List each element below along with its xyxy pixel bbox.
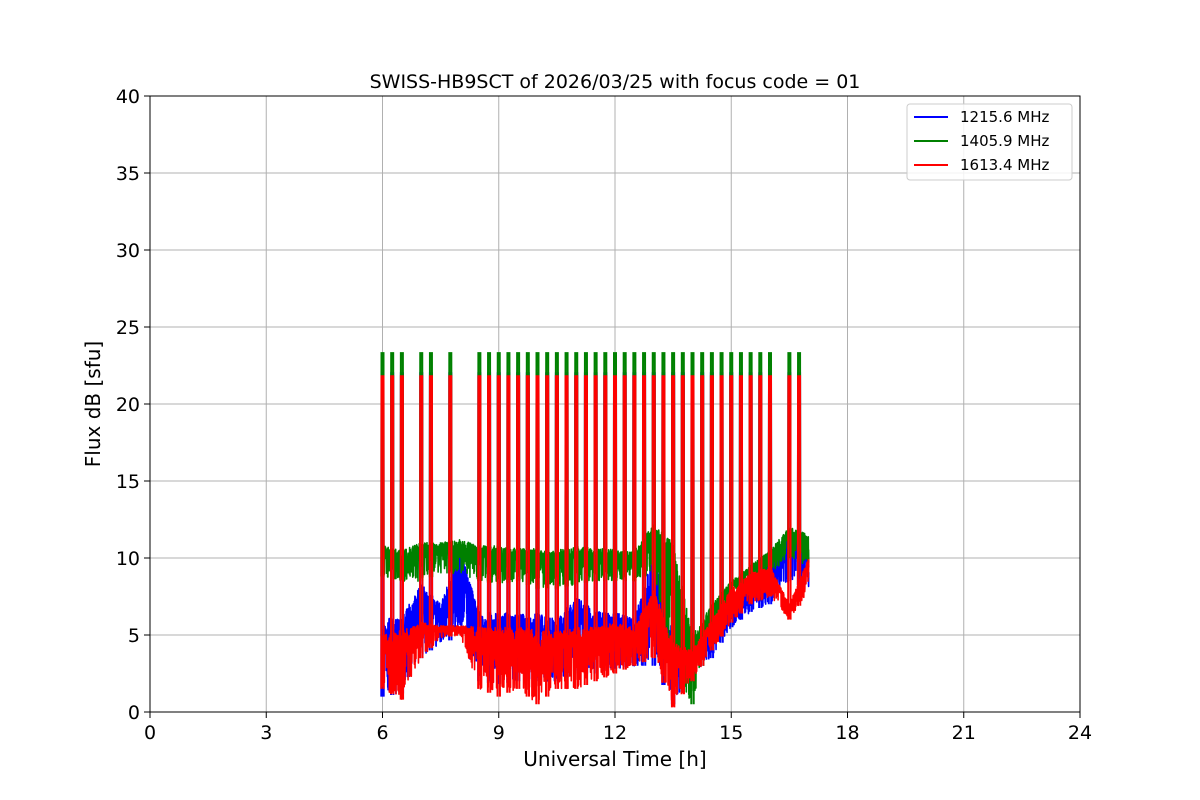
calibration-spike — [544, 375, 550, 697]
y-tick-label: 10 — [116, 548, 140, 570]
calibration-spike — [758, 375, 763, 601]
calibration-spike — [399, 375, 405, 700]
series-line — [381, 524, 810, 699]
calibration-spike — [680, 375, 686, 695]
calibration-spike — [428, 375, 434, 649]
y-tick-label: 15 — [116, 471, 140, 493]
x-tick-label: 6 — [376, 722, 388, 744]
calibration-spike — [535, 375, 540, 705]
calibration-spike — [612, 375, 618, 674]
x-axis-label: Universal Time [h] — [523, 747, 706, 771]
calibration-spike — [738, 375, 744, 614]
x-tick-label: 3 — [260, 722, 272, 744]
y-tick-label: 5 — [128, 625, 140, 647]
calibration-spike — [554, 375, 560, 689]
calibration-spike — [380, 375, 385, 689]
calibration-spike — [699, 375, 705, 666]
calibration-spike — [477, 375, 482, 689]
legend-box — [906, 103, 1073, 181]
calibration-spike — [709, 375, 715, 651]
calibration-spike — [651, 375, 656, 659]
calibration-spike — [690, 375, 695, 682]
y-tick-label: 0 — [128, 702, 140, 724]
calibration-spike — [486, 375, 492, 693]
calibration-spike — [448, 375, 453, 637]
series-line — [381, 558, 810, 707]
calibration-spike — [515, 375, 521, 689]
calibration-spike — [661, 375, 666, 683]
calibration-spike — [632, 375, 637, 666]
calibration-spike — [670, 375, 676, 708]
x-tick-label: 9 — [493, 722, 505, 744]
chart-title: SWISS-HB9SCT of 2026/03/25 with focus co… — [370, 71, 861, 93]
y-axis-label: Flux dB [sfu] — [81, 341, 105, 467]
x-tick-label: 21 — [952, 722, 976, 744]
y-tick-label: 25 — [116, 317, 140, 339]
calibration-spike — [593, 375, 598, 682]
legend-entry-label: 1613.4 MHz — [960, 156, 1049, 174]
calibration-spike — [729, 375, 734, 623]
calibration-spike — [748, 375, 753, 605]
calibration-spike — [506, 375, 511, 693]
calibration-spike — [719, 375, 724, 637]
legend-entry-label: 1215.6 MHz — [960, 108, 1049, 126]
calibration-spike — [574, 375, 579, 689]
calibration-spike — [603, 375, 608, 678]
series-layer — [380, 352, 810, 708]
legend: 1215.6 MHz 1405.9 MHz 1613.4 MHz — [906, 103, 1073, 181]
calibration-spike — [419, 375, 424, 659]
x-tick-label: 18 — [835, 722, 859, 744]
y-tick-label: 40 — [116, 86, 140, 108]
calibration-spike — [389, 375, 395, 695]
calibration-spike — [641, 375, 647, 662]
calibration-spike — [796, 375, 802, 606]
legend-entry-label: 1405.9 MHz — [960, 132, 1049, 150]
y-tick-label: 35 — [116, 163, 140, 185]
calibration-spike — [496, 375, 501, 697]
x-tick-label: 0 — [144, 722, 156, 744]
y-tick-label: 20 — [116, 394, 140, 416]
x-tick-label: 24 — [1068, 722, 1092, 744]
calibration-spike — [525, 375, 531, 697]
calibration-spike — [583, 375, 589, 686]
calibration-spike — [787, 375, 792, 620]
calibration-spike — [564, 375, 569, 689]
axis-ticks: 0 3 6 9 12 15 18 21 24 0 5 10 15 20 25 30 35 40 — [116, 86, 1092, 744]
x-tick-label: 15 — [719, 722, 743, 744]
y-tick-label: 30 — [116, 240, 140, 262]
calibration-spike — [767, 375, 773, 597]
x-tick-label: 12 — [603, 722, 627, 744]
calibration-spike — [622, 375, 627, 670]
